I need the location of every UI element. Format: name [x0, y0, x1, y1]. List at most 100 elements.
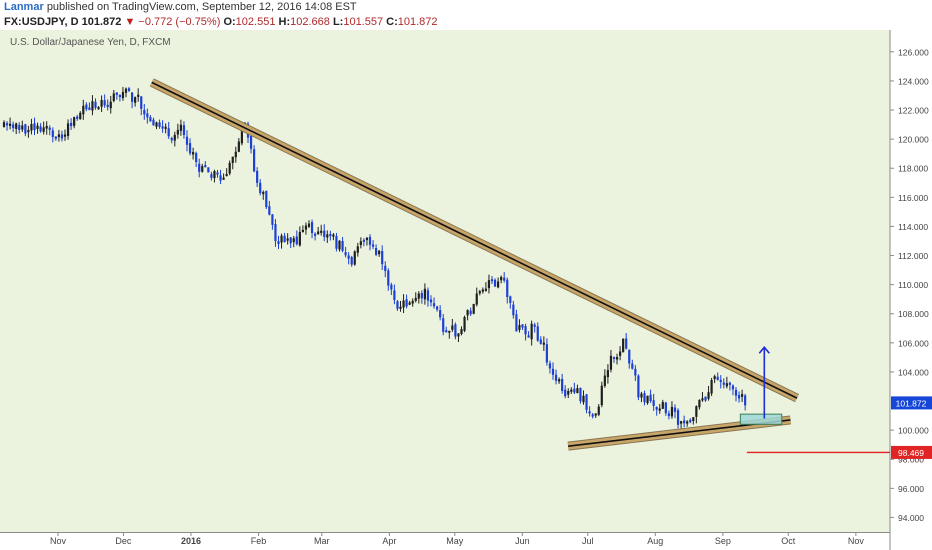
candle	[643, 390, 646, 406]
y-tick-label: 108.000	[898, 309, 929, 319]
candle	[124, 87, 128, 98]
candle	[356, 242, 359, 257]
x-tick-label: Aug	[647, 536, 663, 546]
candle	[24, 123, 27, 137]
candle	[36, 122, 39, 134]
candle	[490, 275, 494, 285]
low-value: 101.557	[343, 16, 384, 28]
x-tick-label: Jun	[515, 536, 530, 546]
candle	[701, 391, 704, 402]
y-tick-label: 106.000	[898, 338, 929, 348]
high-value: 102.668	[290, 16, 330, 28]
candle	[628, 349, 631, 369]
candle	[359, 237, 362, 249]
candle	[63, 129, 67, 141]
candle	[487, 274, 491, 294]
candle	[94, 98, 97, 110]
candle	[149, 114, 152, 122]
candle	[295, 230, 298, 246]
candle	[612, 356, 616, 363]
candle	[350, 255, 353, 267]
candle	[237, 138, 240, 153]
candle	[615, 353, 619, 365]
author-link[interactable]: Lanmar	[4, 1, 44, 13]
candle	[207, 167, 210, 173]
candle	[737, 391, 741, 403]
candle	[426, 287, 430, 307]
candle	[478, 289, 481, 296]
candle	[686, 420, 689, 427]
candle	[585, 393, 588, 414]
candle	[210, 171, 213, 181]
candle	[661, 399, 664, 409]
target-arrow[interactable]	[758, 345, 770, 419]
price-chart[interactable]: 126.000 124.000 122.000 120.000 118.000 116.0…	[0, 30, 932, 550]
candle	[5, 121, 9, 131]
candle	[188, 138, 192, 156]
time-axis-panel	[0, 532, 890, 550]
candle	[289, 236, 292, 249]
x-tick-label: 2016	[181, 536, 201, 546]
candle	[463, 315, 466, 333]
candle	[161, 120, 164, 133]
candle	[457, 333, 460, 343]
candle	[173, 131, 176, 147]
x-tick-label: Feb	[251, 536, 267, 546]
candle	[698, 399, 701, 410]
candle	[493, 278, 497, 288]
support-price-tag-text: 98.469	[898, 448, 924, 458]
candle	[524, 323, 527, 341]
candle	[353, 250, 356, 266]
y-tick-label: 118.000	[898, 164, 928, 174]
candle	[530, 320, 533, 346]
x-tick-label: Dec	[115, 536, 132, 546]
candle	[497, 277, 500, 289]
candle	[326, 230, 329, 243]
candle	[423, 283, 426, 305]
candle	[140, 96, 143, 116]
candle	[680, 420, 683, 430]
candle	[414, 292, 417, 303]
y-tick-label: 96.000	[898, 484, 924, 494]
price-axis: 126.000 124.000 122.000 120.000 118.000 116.0…	[890, 47, 929, 523]
last-price-tag: 101.872	[891, 396, 932, 410]
low-label: L:	[332, 16, 344, 28]
change-arrow-icon: ▼	[124, 16, 136, 28]
candle	[695, 405, 698, 424]
candle	[60, 130, 64, 142]
candle	[469, 307, 472, 316]
plot-background	[0, 30, 890, 532]
open-label: O:	[223, 16, 236, 28]
candle	[201, 163, 204, 173]
candle	[634, 365, 637, 381]
chart-header: Lanmar published on TradingView.com, Sep…	[0, 0, 932, 30]
candle	[646, 395, 649, 405]
candle	[106, 99, 109, 111]
candle	[539, 336, 542, 345]
candle	[54, 136, 57, 141]
candle	[533, 322, 536, 333]
candle	[253, 145, 256, 173]
candle	[567, 388, 570, 399]
breakout-zone-box[interactable]	[739, 413, 783, 425]
candle	[554, 369, 558, 385]
candle	[79, 111, 82, 120]
candle	[667, 410, 670, 420]
candle	[42, 121, 45, 135]
descending-resistance-trendline[interactable]	[149, 78, 799, 403]
y-tick-label: 94.000	[898, 513, 924, 523]
chart-title: U.S. Dollar/Japanese Yen, D, FXCM	[10, 37, 171, 48]
candle	[405, 294, 408, 309]
candle	[164, 123, 167, 134]
candle	[39, 123, 42, 133]
candle	[713, 374, 716, 384]
symbol-label: FX:USDJPY, D	[4, 16, 79, 28]
candle	[314, 232, 317, 241]
candle	[384, 261, 387, 278]
candle	[734, 387, 738, 402]
candle	[286, 233, 289, 245]
candle	[625, 333, 628, 350]
candle	[307, 220, 311, 229]
candle	[338, 240, 341, 252]
candle	[673, 404, 677, 419]
